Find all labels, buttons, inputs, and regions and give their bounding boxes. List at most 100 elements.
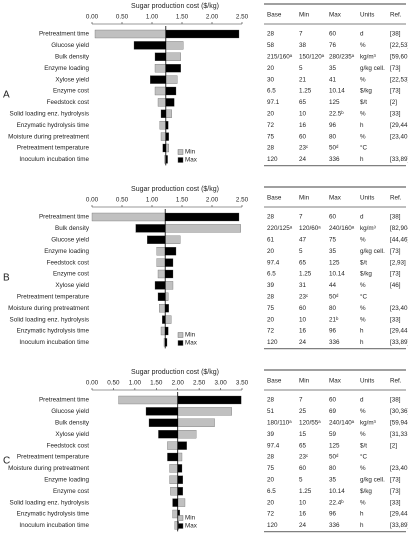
table-cell: 80 — [329, 133, 337, 140]
table-cell: 180/110ᵃ — [267, 419, 292, 426]
table-cell: 76 — [329, 42, 337, 49]
table-cell: [33] — [390, 316, 401, 323]
table-cell: [22,53] — [390, 42, 408, 49]
bar — [165, 212, 240, 222]
legend-label: Min — [185, 149, 196, 156]
table-cell: 24 — [299, 339, 307, 346]
table-cell: [29,44,45,88] — [390, 122, 408, 129]
x-tick-label: 0.00 — [86, 380, 99, 387]
bar — [162, 143, 166, 153]
table-cell: g/kg cell. — [360, 65, 385, 72]
x-tick-label: 1.50 — [176, 14, 189, 21]
table-cell: 5 — [299, 476, 303, 483]
axis-title: Sugar production cost ($/kg) — [131, 369, 219, 376]
table-cell: kg/m³ — [360, 225, 376, 232]
table-cell: [73] — [390, 476, 401, 483]
table-cell: [38] — [390, 397, 401, 404]
bar — [165, 224, 241, 233]
bar — [147, 235, 166, 244]
table-cell: h — [360, 511, 364, 518]
table-cell: [33,89] — [390, 522, 408, 529]
table-cell: [33,89] — [390, 339, 408, 346]
table-cell: h — [360, 339, 364, 346]
category-label: Glucose yield — [51, 236, 89, 243]
table-cell: 5 — [299, 65, 303, 72]
legend-swatch — [177, 523, 184, 529]
table-cell: 39 — [267, 431, 275, 438]
table-cell: 120 — [267, 156, 278, 163]
table-cell: 69 — [329, 408, 337, 415]
bar — [135, 224, 166, 233]
table-cell: 44 — [329, 282, 337, 289]
bar — [172, 498, 178, 507]
table-cell: 7 — [299, 397, 303, 404]
table-header: Max — [329, 378, 342, 385]
table-cell: 23ᶜ — [299, 145, 309, 152]
bar — [91, 212, 166, 222]
bar — [165, 52, 181, 61]
category-label: Enzyme cost — [53, 88, 89, 95]
category-label: Enzyme loading — [44, 248, 89, 255]
table-cell: 5 — [299, 248, 303, 255]
table-cell: 28 — [267, 397, 275, 404]
table-cell: 20 — [267, 499, 275, 506]
table-cell: 30 — [267, 76, 275, 83]
x-tick-label: 1.50 — [176, 197, 189, 204]
table-cell: [59,94–96] — [390, 419, 408, 426]
category-label: Enzyme loading — [44, 65, 89, 72]
legend-label: Min — [185, 515, 196, 522]
bar — [170, 487, 178, 496]
x-tick-label: 1.00 — [146, 14, 159, 21]
bar — [177, 395, 242, 405]
category-label: Bulk density — [55, 419, 90, 426]
bar — [156, 258, 166, 267]
bar — [177, 464, 183, 473]
bar — [165, 315, 172, 324]
table-cell: 21ᵇ — [329, 316, 339, 323]
table-cell: 65 — [299, 99, 307, 106]
category-label: Enzymatic hydrolysis time — [17, 511, 90, 518]
bar — [165, 235, 181, 244]
table-cell: 28 — [267, 214, 275, 221]
table-cell: 50ᵈ — [329, 454, 339, 461]
table-cell: 97.1 — [267, 99, 280, 106]
legend-swatch — [177, 149, 184, 155]
table-cell: 1.25 — [299, 488, 312, 495]
x-tick-label: 2.50 — [236, 197, 249, 204]
table-cell: 60 — [299, 305, 307, 312]
table-cell: °C — [360, 144, 368, 152]
table-header: Ref. — [390, 12, 402, 19]
bar — [177, 407, 232, 416]
x-tick-label: 1.50 — [150, 380, 163, 387]
bar — [165, 258, 174, 267]
table-cell: [23,40,53] — [390, 465, 408, 472]
table-cell: 60 — [329, 397, 337, 404]
table-header: Max — [329, 12, 342, 19]
category-label: Feedstock cost — [47, 259, 90, 266]
category-label: Solid loading enz. hydrolysis — [10, 499, 89, 506]
category-label: Inoculum incubation time — [19, 522, 89, 529]
x-tick-label: 2.00 — [206, 197, 219, 204]
table-header: Ref. — [390, 378, 402, 385]
table-cell: 280/235ᵃ — [329, 53, 355, 60]
table-cell: 31 — [299, 282, 307, 289]
bar — [177, 487, 184, 496]
table-cell: 59 — [329, 431, 337, 438]
table-cell: 336 — [329, 156, 340, 163]
table-cell: 1.25 — [299, 271, 312, 278]
table-cell: [46] — [390, 282, 401, 289]
bar — [154, 281, 166, 290]
category-label: Pretreatment time — [39, 397, 90, 404]
bar — [165, 64, 181, 73]
table-cell: 6.5 — [267, 488, 276, 495]
bar — [169, 464, 178, 473]
table-cell: 75 — [267, 133, 275, 140]
table-cell: [44,46] — [390, 236, 408, 243]
category-label: Enzymatic hydrolysis time — [17, 122, 90, 129]
table-cell: 16 — [299, 122, 307, 129]
category-label: Moisture during pretreatment — [8, 305, 89, 312]
table-cell: 21 — [299, 76, 307, 83]
x-tick-label: 0.50 — [107, 380, 120, 387]
bar — [160, 109, 166, 118]
